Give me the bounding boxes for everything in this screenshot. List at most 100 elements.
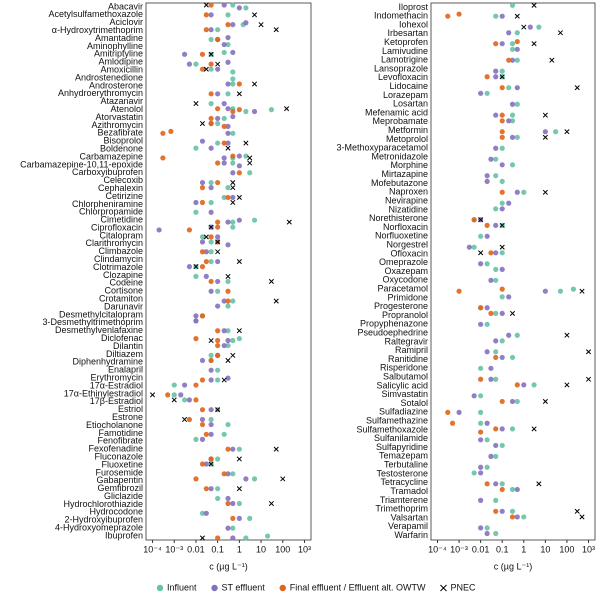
y-tick-label: Sulfanilamide bbox=[374, 433, 428, 443]
data-point bbox=[225, 337, 231, 344]
y-tick-label: Sulfapyridine bbox=[376, 442, 428, 452]
x-tick-label: 100 bbox=[559, 544, 574, 554]
data-point bbox=[199, 407, 206, 413]
y-tick-label: Sulfamethoxazole bbox=[356, 424, 428, 434]
y-tick-label: Morphine bbox=[390, 160, 428, 170]
pnec-mark bbox=[531, 2, 537, 8]
data-point bbox=[199, 377, 206, 383]
x-tick-label: 10⁻³ bbox=[165, 544, 183, 554]
y-tick-label: Tramadol bbox=[390, 486, 428, 496]
y-tick-label: Nevirapine bbox=[385, 195, 428, 205]
y-tick-label: 17α-Ethinylestradiol bbox=[64, 388, 143, 398]
data-point bbox=[208, 367, 214, 373]
data-point bbox=[215, 367, 221, 373]
data-point bbox=[221, 471, 227, 477]
data-point bbox=[208, 234, 214, 240]
y-tick-label: Ranitidine bbox=[388, 354, 428, 364]
data-point bbox=[203, 431, 209, 437]
x-tick-label: 0.01 bbox=[472, 544, 490, 554]
data-point bbox=[215, 456, 221, 462]
pnec-mark bbox=[268, 500, 274, 507]
y-tick-label: Azithromycin bbox=[91, 120, 143, 130]
data-point bbox=[215, 224, 221, 230]
data-point bbox=[536, 24, 542, 30]
data-point bbox=[215, 337, 221, 344]
pnec-mark bbox=[251, 81, 258, 87]
data-point bbox=[499, 354, 505, 361]
pnec-mark bbox=[585, 376, 592, 382]
data-point bbox=[215, 66, 221, 72]
y-tick-label: Lansoprazole bbox=[374, 63, 428, 73]
pnec-mark bbox=[531, 426, 537, 432]
y-tick-label: Fluoxetine bbox=[101, 459, 143, 469]
data-point bbox=[208, 12, 214, 18]
data-point bbox=[499, 250, 505, 256]
data-point bbox=[215, 342, 221, 349]
pnec-mark bbox=[247, 160, 253, 166]
data-point bbox=[499, 118, 505, 124]
y-tick-label: Amitriptyline bbox=[94, 49, 143, 59]
data-point bbox=[193, 61, 199, 67]
y-tick-label: Furosemide bbox=[95, 467, 143, 477]
y-tick-label: Clarithromycin bbox=[85, 238, 143, 248]
data-point bbox=[493, 68, 499, 74]
y-tick-label: Aminophylline bbox=[87, 41, 143, 51]
data-point bbox=[199, 461, 206, 467]
data-point bbox=[193, 336, 199, 342]
data-point bbox=[208, 61, 214, 67]
pnec-mark bbox=[225, 273, 231, 279]
data-point bbox=[199, 421, 206, 428]
pnec-mark bbox=[208, 224, 214, 230]
data-point bbox=[493, 349, 499, 355]
y-tick-label: 17β-Estradiol bbox=[90, 396, 143, 406]
data-point bbox=[215, 140, 221, 146]
data-point bbox=[506, 85, 512, 91]
data-point bbox=[493, 173, 499, 179]
data-point bbox=[499, 508, 505, 514]
x-tick-label: 10⁻⁴ bbox=[428, 544, 447, 554]
y-tick-label: Ofloxacin bbox=[390, 248, 428, 258]
data-point bbox=[221, 298, 227, 304]
data-point bbox=[493, 250, 499, 256]
data-point bbox=[193, 436, 199, 442]
y-tick-label: Clozapine bbox=[103, 270, 143, 280]
pnec-mark bbox=[579, 288, 585, 294]
data-point bbox=[488, 250, 494, 256]
legend-item: PNEC bbox=[440, 582, 476, 592]
data-point bbox=[225, 34, 231, 41]
y-tick-label: Mirtazapine bbox=[381, 169, 428, 179]
data-point bbox=[225, 185, 231, 191]
data-point bbox=[251, 108, 258, 115]
data-point bbox=[509, 101, 516, 107]
data-point bbox=[225, 106, 231, 112]
data-point bbox=[208, 377, 214, 383]
y-tick-label: Norfloxacin bbox=[383, 222, 428, 232]
data-point bbox=[225, 140, 231, 146]
pnec-mark bbox=[542, 112, 548, 118]
y-tick-label: Clotrimazole bbox=[93, 262, 143, 272]
data-point bbox=[484, 90, 490, 96]
y-tick-label: Hydrochlorothiazide bbox=[63, 499, 143, 509]
data-point bbox=[160, 130, 166, 136]
pnec-mark bbox=[499, 222, 505, 228]
data-point bbox=[181, 382, 188, 388]
data-point bbox=[478, 365, 484, 371]
x-axis-label: c (µg L⁻¹) bbox=[209, 561, 247, 571]
data-point bbox=[230, 446, 236, 452]
data-point bbox=[208, 115, 214, 122]
data-point bbox=[203, 273, 209, 279]
data-point bbox=[531, 382, 537, 388]
data-point bbox=[221, 328, 227, 334]
data-point bbox=[230, 337, 236, 344]
data-point bbox=[542, 288, 548, 294]
data-point bbox=[230, 298, 236, 304]
data-point bbox=[199, 199, 206, 206]
y-tick-label: Climbazole bbox=[98, 246, 143, 256]
data-point bbox=[499, 398, 505, 405]
data-point bbox=[506, 118, 512, 124]
pnec-mark bbox=[215, 61, 221, 67]
data-point bbox=[509, 118, 516, 124]
y-tick-label: Dilantin bbox=[113, 341, 143, 351]
data-point bbox=[514, 101, 520, 107]
